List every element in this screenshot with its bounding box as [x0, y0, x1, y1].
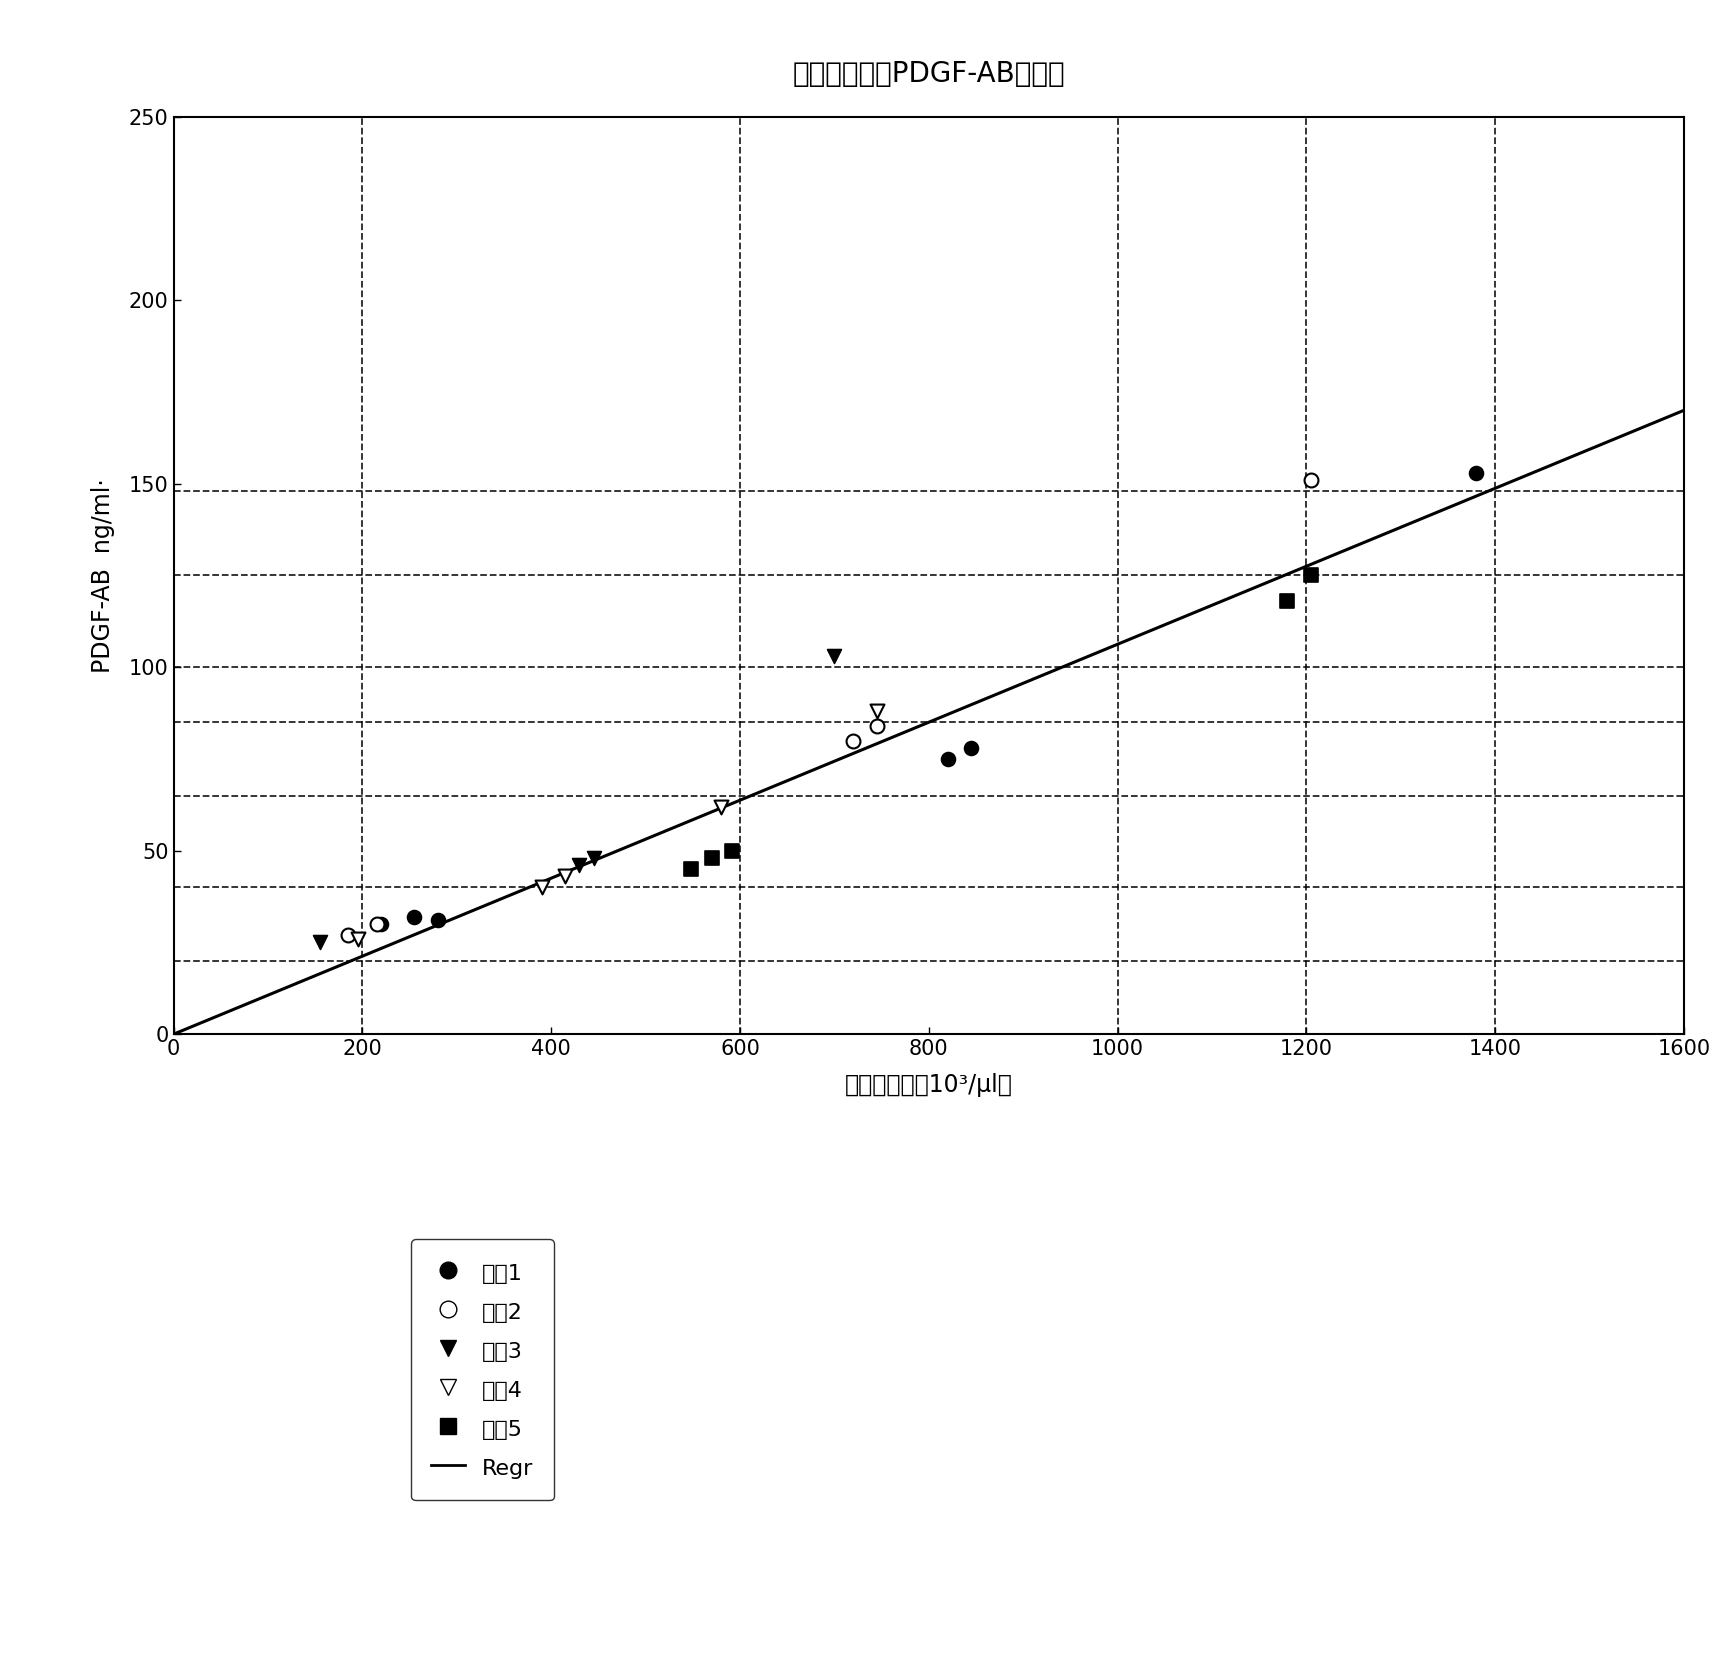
Point: [1297, 467, 1325, 494]
Point: [957, 734, 984, 761]
Point: [1462, 459, 1489, 485]
Point: [528, 874, 556, 901]
Legend: 供䤶1, 供䤶2, 供䤶3, 供䤶4, 供䤶5, Regr: 供䤶1, 供䤶2, 供䤶3, 供䤶4, 供䤶5, Regr: [411, 1239, 554, 1500]
Point: [552, 862, 580, 889]
Point: [1274, 587, 1302, 614]
Point: [566, 852, 594, 879]
Point: [363, 911, 391, 937]
Point: [838, 727, 866, 754]
Point: [707, 794, 734, 821]
Point: [368, 911, 396, 937]
Point: [401, 904, 429, 931]
Point: [863, 712, 891, 739]
Point: [698, 844, 726, 871]
Point: [580, 844, 608, 871]
Y-axis label: PDGF-AB  ng/ml·: PDGF-AB ng/ml·: [90, 479, 115, 672]
Point: [863, 697, 891, 724]
Point: [344, 926, 372, 952]
Point: [934, 746, 962, 772]
Point: [821, 642, 849, 669]
Title: 凝血酶激活的PDGF-AB的释放: 凝血酶激活的PDGF-AB的释放: [792, 60, 1066, 88]
Point: [335, 922, 363, 949]
X-axis label: 血小板计数（10³/μl）: 血小板计数（10³/μl）: [845, 1073, 1012, 1098]
Point: [677, 856, 705, 882]
Point: [424, 907, 451, 934]
Point: [1297, 562, 1325, 589]
Point: [719, 837, 746, 864]
Point: [306, 929, 333, 956]
